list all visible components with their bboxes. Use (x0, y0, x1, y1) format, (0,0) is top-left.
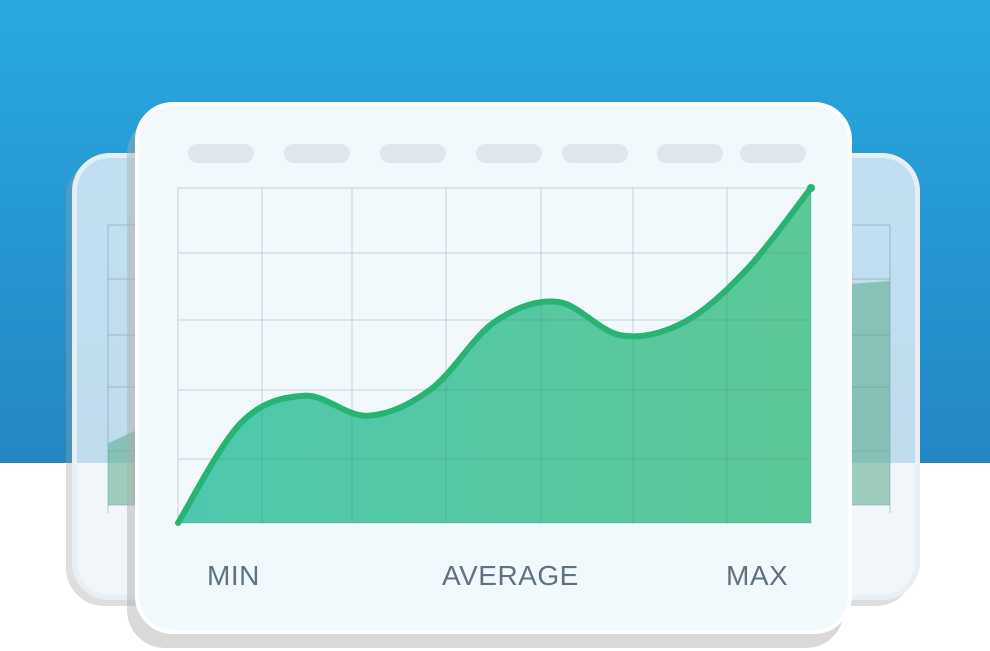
min-label: MIN (207, 560, 260, 591)
chart-area-fill (178, 188, 811, 523)
chart-grid (177, 187, 812, 524)
back-chart-area-right (850, 281, 890, 505)
header-placeholder (740, 144, 806, 163)
header-placeholder (380, 144, 446, 163)
header-placeholder (562, 144, 628, 163)
header-placeholder (284, 144, 350, 163)
chart-end-point (807, 184, 815, 192)
average-label: AVERAGE (442, 560, 579, 591)
max-label: MAX (726, 560, 789, 591)
chart-series-line (175, 185, 814, 526)
header-placeholder (657, 144, 723, 163)
header-placeholder (476, 144, 542, 163)
header-placeholder (188, 144, 254, 163)
back-chart-area-left (108, 428, 140, 505)
